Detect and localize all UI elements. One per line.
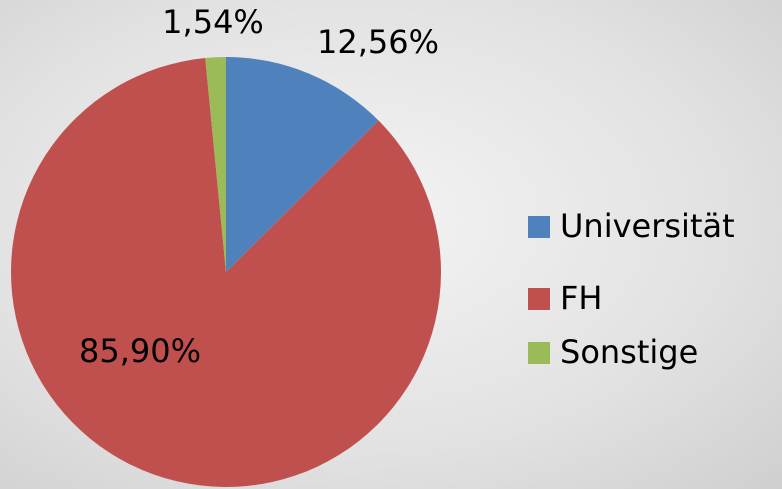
data-label: 12,56%: [317, 23, 439, 61]
legend-swatch: [528, 288, 550, 310]
data-label: 1,54%: [162, 3, 264, 41]
legend-swatch: [528, 342, 550, 364]
pie-slice: [226, 57, 379, 272]
legend-label: Sonstige: [560, 333, 698, 371]
pie-slice: [205, 57, 226, 272]
data-label: 85,90%: [79, 332, 201, 370]
legend-label: FH: [560, 279, 602, 317]
legend-swatch: [528, 216, 550, 238]
legend-label: Universität: [560, 207, 735, 245]
pie-slice: [11, 58, 442, 488]
